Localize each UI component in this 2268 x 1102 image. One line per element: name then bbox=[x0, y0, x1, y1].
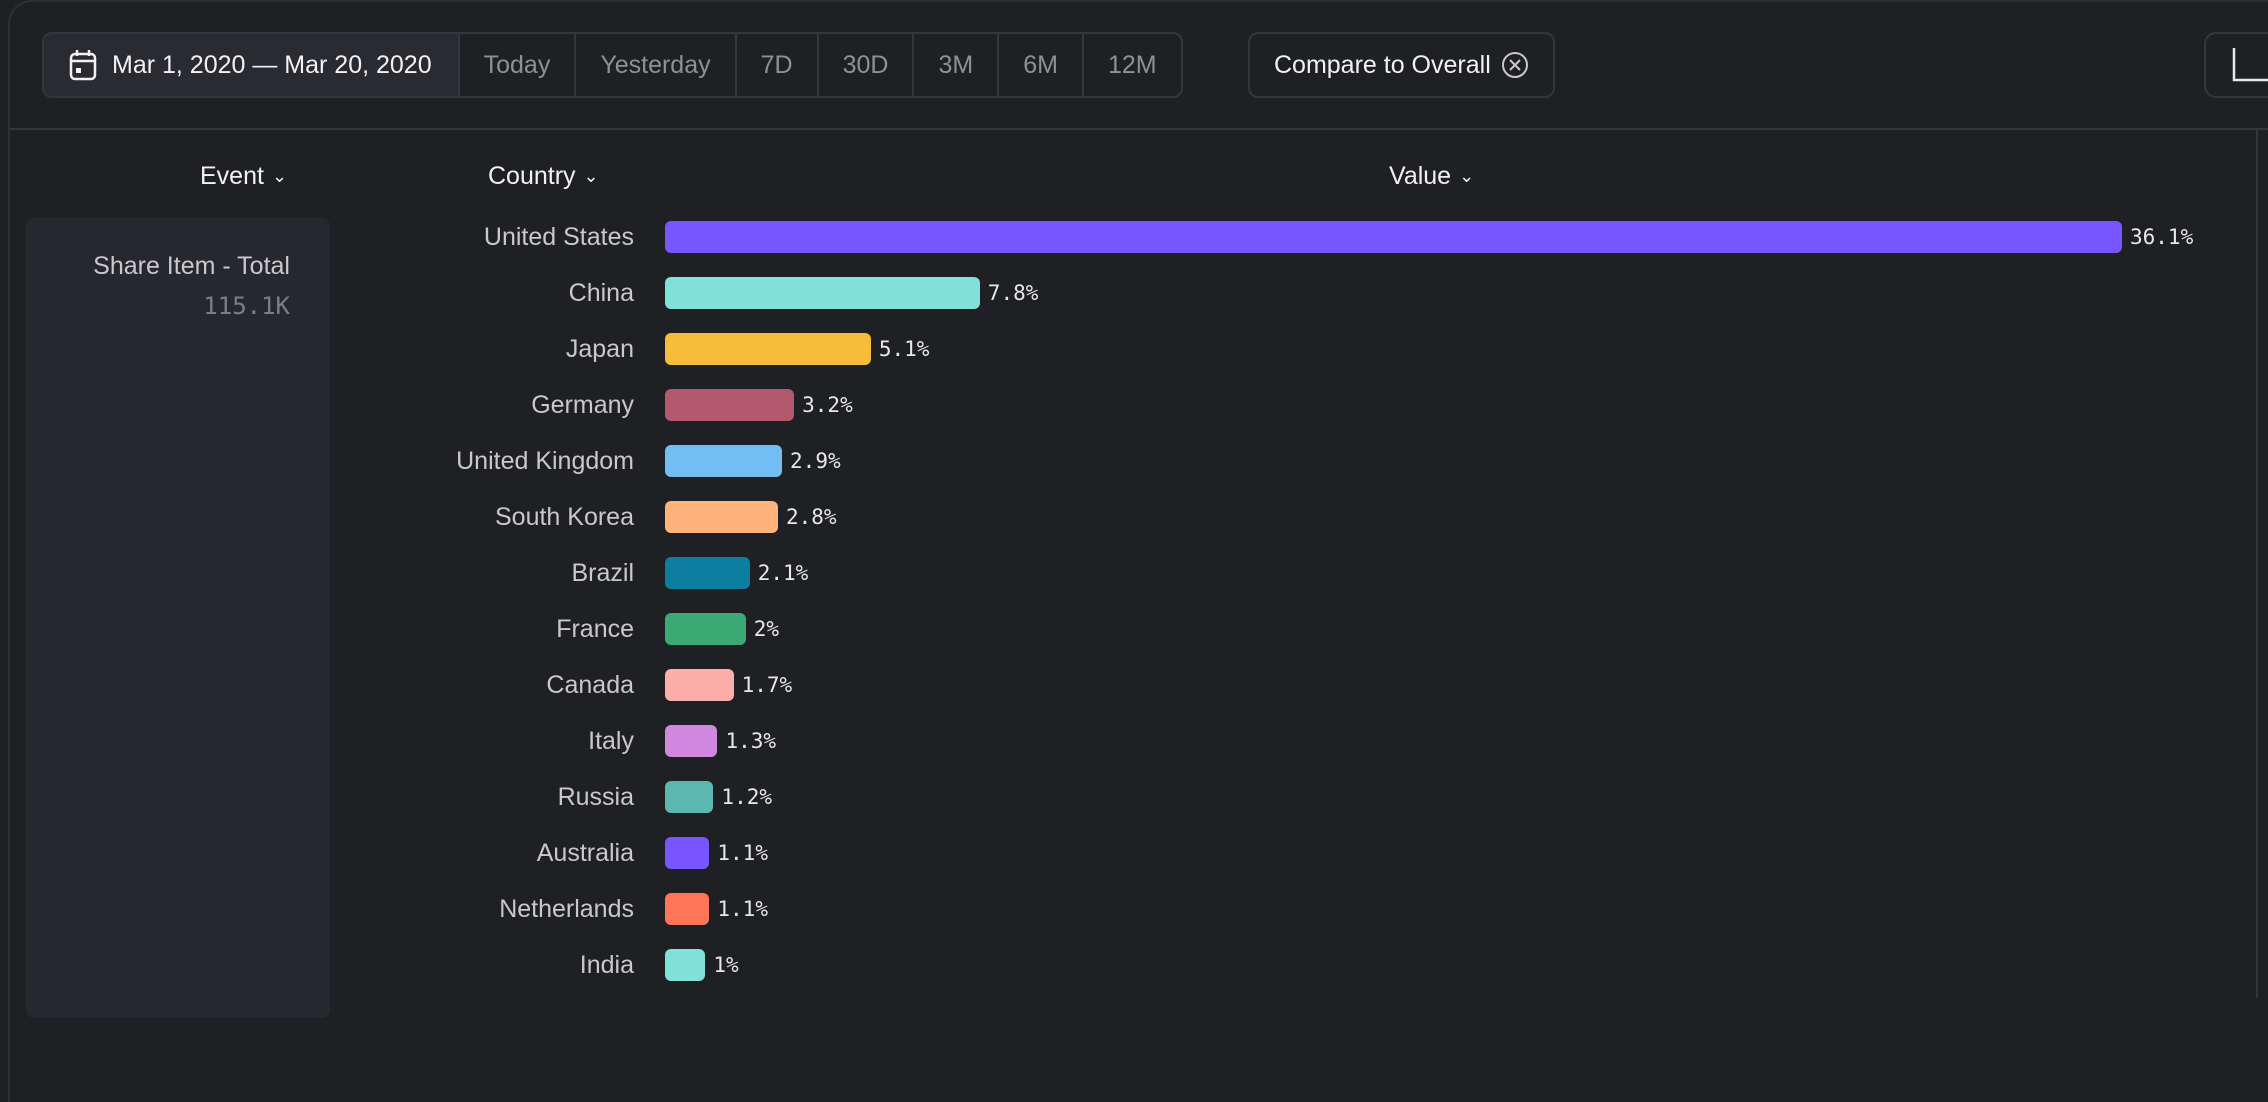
event-total: 115.1K bbox=[203, 292, 290, 320]
compare-to-overall-button[interactable]: Compare to Overall bbox=[1248, 32, 1555, 98]
chevron-down-icon: ⌄ bbox=[583, 166, 599, 186]
table-row: Japan 5.1% bbox=[0, 321, 2250, 377]
table-row: Australia 1.1% bbox=[0, 825, 2250, 881]
bar-value-label: 1.1% bbox=[717, 841, 768, 865]
chevron-down-icon: ⌄ bbox=[271, 166, 288, 186]
country-label: United Kingdom bbox=[456, 447, 634, 475]
bar-value-label: 1.7% bbox=[741, 673, 793, 697]
country-label: Brazil bbox=[571, 559, 634, 587]
table-row: United Kingdom 2.9% bbox=[0, 433, 2250, 489]
bar-value-label: 2.8% bbox=[786, 505, 837, 529]
bar[interactable] bbox=[665, 669, 734, 701]
bar[interactable] bbox=[665, 445, 783, 477]
table-row: Canada 1.7% bbox=[0, 657, 2250, 713]
country-label: Canada bbox=[546, 671, 634, 699]
country-label: United States bbox=[483, 223, 634, 251]
country-label: Russia bbox=[557, 783, 634, 811]
bar-value-label: 36.1% bbox=[2130, 225, 2194, 249]
table-row: Italy 1.3% bbox=[0, 713, 2250, 769]
event-header-label: Event bbox=[200, 162, 264, 190]
table-row: United States 36.1% bbox=[0, 209, 2250, 265]
bar-value-label: 1% bbox=[713, 953, 739, 977]
bar[interactable] bbox=[665, 893, 710, 925]
bar[interactable] bbox=[665, 333, 871, 365]
bar[interactable] bbox=[665, 389, 795, 421]
event-name: Share Item - Total bbox=[93, 252, 290, 280]
bar[interactable] bbox=[665, 725, 718, 757]
table-row: India 1% bbox=[0, 937, 2250, 993]
chevron-down-icon: ⌄ bbox=[1459, 166, 1475, 186]
table-row: Germany 3.2% bbox=[0, 377, 2250, 433]
country-label: India bbox=[579, 951, 634, 979]
report-frame bbox=[8, 0, 2268, 1102]
table-row: Russia 1.2% bbox=[0, 769, 2250, 825]
event-cell[interactable]: Share Item - Total 115.1K bbox=[26, 218, 330, 1018]
table-row: Netherlands 1.1% bbox=[0, 881, 2250, 937]
bar-value-label: 7.8% bbox=[987, 281, 1039, 305]
bar-value-label: 2.1% bbox=[757, 561, 809, 585]
bar-value-label: 1.2% bbox=[721, 785, 772, 809]
close-circle-icon[interactable] bbox=[1501, 51, 1529, 79]
bar-value-label: 2% bbox=[753, 617, 780, 641]
compare-label: Compare to Overall bbox=[1274, 50, 1491, 79]
bar[interactable] bbox=[665, 613, 746, 645]
date-range-toolbar: Mar 1, 2020 — Mar 20, 2020 Today Yesterd… bbox=[42, 32, 1183, 98]
bar[interactable] bbox=[665, 557, 750, 589]
country-column-header[interactable]: Country ⌄ bbox=[488, 162, 599, 191]
bar[interactable] bbox=[665, 781, 714, 813]
country-label: Australia bbox=[536, 839, 634, 867]
preset-yesterday[interactable]: Yesterday bbox=[574, 34, 734, 96]
table-row: China 7.8% bbox=[0, 265, 2250, 321]
country-label: France bbox=[556, 615, 634, 643]
bar-value-label: 5.1% bbox=[878, 337, 930, 361]
divider bbox=[2256, 130, 2258, 998]
value-column-header[interactable]: Value ⌄ bbox=[1389, 162, 1474, 191]
bar[interactable] bbox=[665, 837, 710, 869]
bar[interactable] bbox=[665, 949, 706, 981]
value-header-label: Value bbox=[1389, 162, 1452, 190]
country-label: Italy bbox=[588, 727, 634, 755]
country-label: Germany bbox=[531, 391, 634, 419]
bar[interactable] bbox=[665, 501, 778, 533]
bar-value-label: 2.9% bbox=[790, 449, 841, 473]
date-range-label: Mar 1, 2020 — Mar 20, 2020 bbox=[112, 50, 432, 79]
preset-6m[interactable]: 6M bbox=[997, 34, 1082, 96]
table-row: France 2% bbox=[0, 601, 2250, 657]
table-row: South Korea 2.8% bbox=[0, 489, 2250, 545]
preset-30d[interactable]: 30D bbox=[816, 34, 913, 96]
country-label: South Korea bbox=[495, 503, 634, 531]
chart-type-button[interactable] bbox=[2204, 32, 2268, 98]
country-label: Netherlands bbox=[499, 895, 634, 923]
table-row: Brazil 2.1% bbox=[0, 545, 2250, 601]
calendar-icon bbox=[69, 50, 97, 81]
preset-7d[interactable]: 7D bbox=[734, 34, 817, 96]
bar-value-label: 3.2% bbox=[802, 393, 853, 417]
preset-today[interactable]: Today bbox=[457, 34, 575, 96]
bar-value-label: 1.3% bbox=[725, 729, 777, 753]
country-label: Japan bbox=[565, 335, 634, 363]
date-range-picker[interactable]: Mar 1, 2020 — Mar 20, 2020 bbox=[44, 34, 458, 96]
bar[interactable] bbox=[665, 221, 2122, 253]
bar-value-label: 1.1% bbox=[717, 897, 768, 921]
bar[interactable] bbox=[665, 277, 980, 309]
event-column-header[interactable]: Event ⌄ bbox=[200, 162, 287, 191]
preset-12m[interactable]: 12M bbox=[1081, 34, 1181, 96]
country-header-label: Country bbox=[488, 162, 576, 190]
divider bbox=[10, 128, 2268, 130]
chart-icon bbox=[2232, 48, 2268, 82]
country-label: China bbox=[568, 279, 634, 307]
preset-3m[interactable]: 3M bbox=[912, 34, 997, 96]
